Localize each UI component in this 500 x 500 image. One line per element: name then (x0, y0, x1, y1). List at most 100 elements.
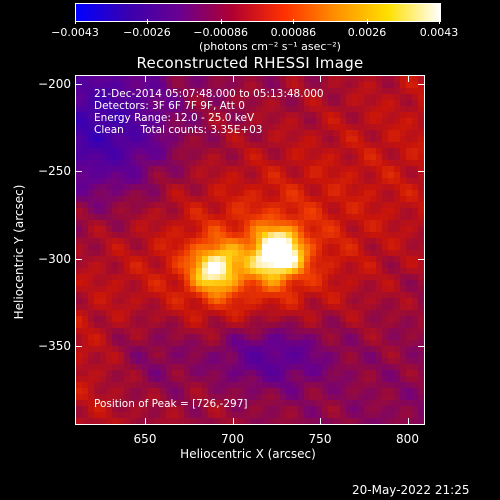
heatmap-cell (268, 376, 275, 383)
heatmap-cell (172, 190, 179, 197)
heatmap-cell (358, 328, 365, 335)
heatmap-cell (418, 142, 424, 149)
heatmap-cell (118, 412, 125, 419)
x-tick-label: 650 (133, 432, 157, 446)
heatmap-cell (256, 334, 263, 341)
heatmap-cell (172, 388, 179, 395)
heatmap-cell (124, 322, 131, 329)
heatmap-cell (160, 214, 167, 221)
heatmap-cell (250, 346, 257, 353)
heatmap-cell (76, 418, 83, 424)
heatmap-cell (88, 100, 95, 107)
heatmap-cell (370, 412, 377, 419)
heatmap-cell (352, 226, 359, 233)
heatmap-cell (304, 190, 311, 197)
heatmap-cell (328, 388, 335, 395)
heatmap-cell (400, 178, 407, 185)
heatmap-cell (298, 322, 305, 329)
heatmap-cell (382, 292, 389, 299)
heatmap-cell (280, 106, 287, 113)
heatmap-cell (112, 328, 119, 335)
heatmap-cell (274, 106, 281, 113)
heatmap-cell (316, 220, 323, 227)
heatmap-cell (358, 292, 365, 299)
heatmap-cell (124, 286, 131, 293)
x-tick-mark (407, 418, 409, 424)
heatmap-cell (136, 334, 143, 341)
heatmap-cell (298, 94, 305, 101)
heatmap-cell (244, 118, 251, 125)
heatmap-cell (118, 256, 125, 263)
heatmap-cell (232, 130, 239, 137)
heatmap-cell (76, 112, 83, 119)
heatmap-cell (148, 214, 155, 221)
heatmap-cell (334, 76, 341, 83)
heatmap-cell (208, 202, 215, 209)
heatmap-cell (364, 394, 371, 401)
heatmap-cell (142, 346, 149, 353)
heatmap-cell (400, 238, 407, 245)
heatmap-cell (166, 202, 173, 209)
heatmap-cell (268, 160, 275, 167)
heatmap-cell (220, 124, 227, 131)
heatmap-cell (340, 256, 347, 263)
heatmap-cell (328, 364, 335, 371)
heatmap-cell (82, 130, 89, 137)
heatmap-cell (142, 376, 149, 383)
heatmap-cell (358, 76, 365, 83)
heatmap-cell (124, 124, 131, 131)
heatmap-cell (298, 370, 305, 377)
heatmap-cell (256, 370, 263, 377)
heatmap-cell (394, 88, 401, 95)
heatmap-cell (370, 226, 377, 233)
heatmap-cell (142, 388, 149, 395)
heatmap-cell (358, 412, 365, 419)
heatmap-cell (178, 388, 185, 395)
heatmap-cell (100, 154, 107, 161)
heatmap-cell (376, 364, 383, 371)
heatmap-cell (130, 322, 137, 329)
heatmap-cell (274, 172, 281, 179)
heatmap-cell (190, 262, 197, 269)
heatmap-cell (184, 412, 191, 419)
heatmap-cell (112, 226, 119, 233)
heatmap-cell (412, 130, 419, 137)
heatmap-cell (298, 340, 305, 347)
heatmap-cell (334, 274, 341, 281)
heatmap-cell (94, 298, 101, 305)
heatmap-cell (238, 130, 245, 137)
heatmap-cell (190, 226, 197, 233)
heatmap-cell (388, 172, 395, 179)
heatmap-cell (280, 226, 287, 233)
heatmap-cell (88, 388, 95, 395)
heatmap-cell (274, 202, 281, 209)
heatmap-cell (406, 208, 413, 215)
heatmap-cell (76, 154, 83, 161)
heatmap-cell (268, 190, 275, 197)
heatmap-cell (352, 328, 359, 335)
heatmap-cell (148, 352, 155, 359)
heatmap-cell (346, 154, 353, 161)
heatmap-cell (154, 106, 161, 113)
heatmap-cell (394, 340, 401, 347)
heatmap-cell (340, 292, 347, 299)
heatmap-cell (322, 382, 329, 389)
heatmap-cell (400, 136, 407, 143)
heatmap-cell (166, 226, 173, 233)
heatmap-cell (178, 154, 185, 161)
heatmap-cell (406, 250, 413, 257)
heatmap-cell (88, 364, 95, 371)
heatmap-cell (322, 106, 329, 113)
heatmap-cell (298, 280, 305, 287)
heatmap-cell (298, 292, 305, 299)
heatmap-cell (202, 370, 209, 377)
heatmap-cell (250, 388, 257, 395)
heatmap-cell (142, 238, 149, 245)
heatmap-cell (82, 100, 89, 107)
heatmap-cell (226, 124, 233, 131)
heatmap-cell (304, 208, 311, 215)
heatmap-cell (364, 112, 371, 119)
heatmap-cell (214, 130, 221, 137)
heatmap-cell (136, 418, 143, 424)
heatmap-cell (88, 76, 95, 83)
